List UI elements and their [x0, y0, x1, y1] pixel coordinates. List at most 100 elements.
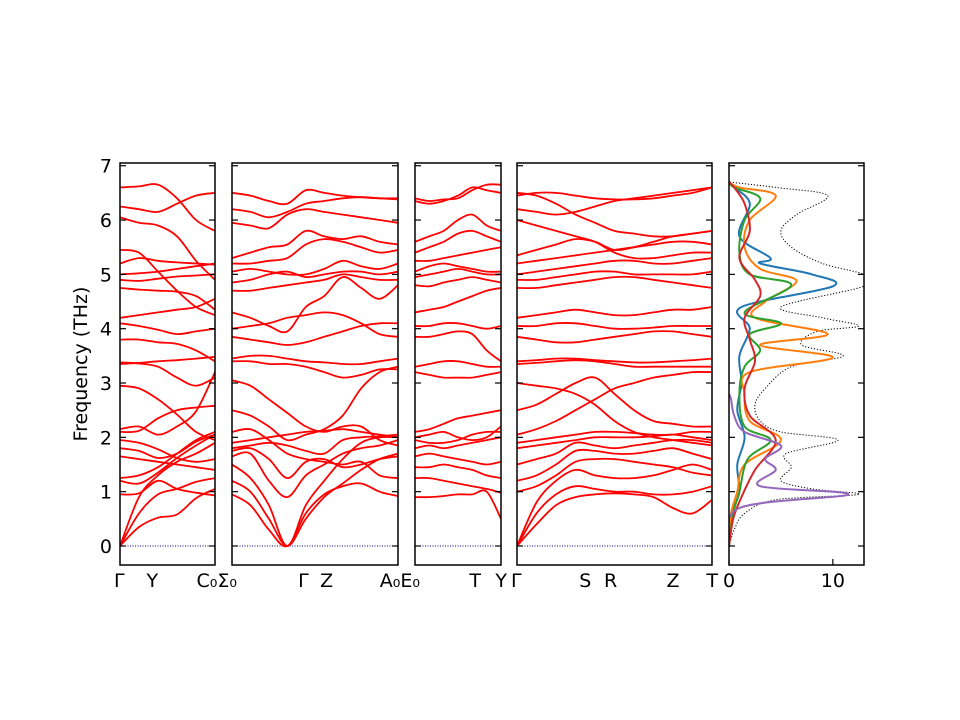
phonon-band-2	[517, 485, 712, 547]
phonon-band-9	[232, 365, 398, 442]
phonon-band-2	[232, 452, 398, 547]
band-lines	[517, 186, 712, 547]
phonon-band-19	[415, 213, 501, 243]
projected-dos-curve-5	[729, 393, 850, 547]
y-tick-label: 4	[100, 319, 112, 341]
k-point-label: T	[468, 570, 481, 592]
phonon-band-18	[232, 259, 398, 276]
phonon-band-24	[120, 192, 215, 213]
panel-frame	[516, 162, 713, 566]
phonon-band-18	[415, 229, 501, 254]
phonon-band-14	[517, 330, 712, 344]
k-point-label: C₀Σ₀	[196, 570, 237, 592]
phonon-band-15	[415, 267, 501, 278]
y-tick-label: 3	[100, 373, 112, 395]
dos-frame	[728, 162, 865, 566]
phonon-band-6	[415, 430, 501, 444]
panel-frame	[414, 162, 502, 566]
band-lines	[415, 183, 501, 520]
phonon-band-8	[120, 433, 215, 459]
phonon-band-16	[415, 262, 501, 273]
phonon-band-17	[415, 246, 501, 262]
projected-dos-curve-4	[729, 181, 777, 547]
phonon-band-22	[232, 196, 398, 219]
phonon-band-5	[415, 436, 501, 450]
k-point-label: Y	[494, 570, 507, 592]
phonon-band-18	[120, 287, 215, 311]
k-point-label: R	[604, 570, 617, 592]
phonon-band-17	[232, 270, 398, 284]
phonon-band-3	[517, 463, 712, 547]
phonon-band-10	[517, 376, 712, 428]
k-point-label: T	[705, 570, 718, 592]
phonon-band-8	[415, 409, 501, 433]
total-dos-curve	[729, 181, 864, 547]
phonon-band-20	[232, 229, 398, 259]
dos-curves	[729, 181, 864, 547]
phonon-band-6	[232, 433, 398, 456]
phonon-band-20	[120, 262, 215, 276]
phonon-band-1	[415, 489, 501, 520]
band-lines	[232, 188, 398, 548]
phonon-band-19	[232, 238, 398, 265]
phonon-band-2	[415, 476, 501, 494]
band-lines	[120, 183, 215, 547]
phonon-band-17	[120, 297, 215, 319]
phonon-band-7	[120, 455, 215, 471]
k-point-label: Y	[145, 570, 158, 592]
phonon-band-14	[415, 276, 501, 288]
phonon-band-12	[517, 359, 712, 368]
phonon-band-24	[517, 186, 712, 201]
y-tick-label: 6	[100, 210, 112, 232]
phonon-band-13	[232, 322, 398, 346]
y-axis-label: Frequency (THz)	[70, 287, 92, 442]
phonon-band-1	[232, 482, 398, 548]
k-point-label: Z	[320, 570, 333, 592]
phonon-band-22	[517, 219, 712, 260]
phonon-band-5	[232, 446, 398, 479]
phonon-band-4	[232, 439, 398, 499]
phonon-band-21	[232, 208, 398, 230]
phonon-band-7	[415, 425, 501, 442]
phonon-band-8	[232, 427, 398, 479]
phonon-band-10	[415, 360, 501, 368]
projected-dos-curve-3	[729, 181, 793, 547]
phonon-band-3	[415, 463, 501, 479]
phonon-band-11	[120, 371, 215, 436]
x-tick-label: 0	[723, 570, 735, 592]
phonon-band-4	[120, 479, 215, 497]
band-panel-1: 0 1 2 3 4 5 6 7 Γ Y C₀Σ₀	[100, 156, 237, 592]
phonon-band-21	[120, 257, 215, 266]
phonon-band-23	[517, 186, 712, 216]
y-tick-label: 5	[100, 264, 112, 286]
phonon-band-16	[120, 322, 215, 336]
phonon-band-5	[120, 433, 215, 485]
phonon-band-14	[120, 361, 215, 387]
projected-dos-curve-2	[729, 181, 834, 547]
phonon-band-21	[415, 183, 501, 202]
phonon-band-11	[415, 330, 501, 363]
band-panel-2: Γ Z A₀E₀	[231, 162, 420, 592]
phonon-band-14	[232, 311, 398, 338]
projected-dos-curve-1	[729, 181, 838, 547]
phonon-band-18	[517, 270, 712, 281]
y-tick-label: 7	[100, 156, 112, 178]
phonon-band-7	[517, 433, 712, 450]
phonon-band-15	[120, 338, 215, 363]
phonon-band-22	[120, 249, 215, 316]
phonon-band-12	[415, 322, 501, 330]
phonon-band-19	[517, 257, 712, 276]
phonon-band-13	[517, 357, 712, 364]
phonon-band-6	[120, 431, 215, 479]
phonon-band-9	[120, 439, 215, 463]
phonon-band-20	[415, 186, 501, 205]
dos-panel: 0 10	[723, 162, 865, 592]
panel-frame	[119, 162, 216, 566]
x-tick-label: 10	[821, 570, 845, 592]
phonon-band-10	[120, 404, 215, 434]
y-tick-label: 0	[100, 536, 112, 558]
phonon-band-25	[517, 192, 712, 238]
